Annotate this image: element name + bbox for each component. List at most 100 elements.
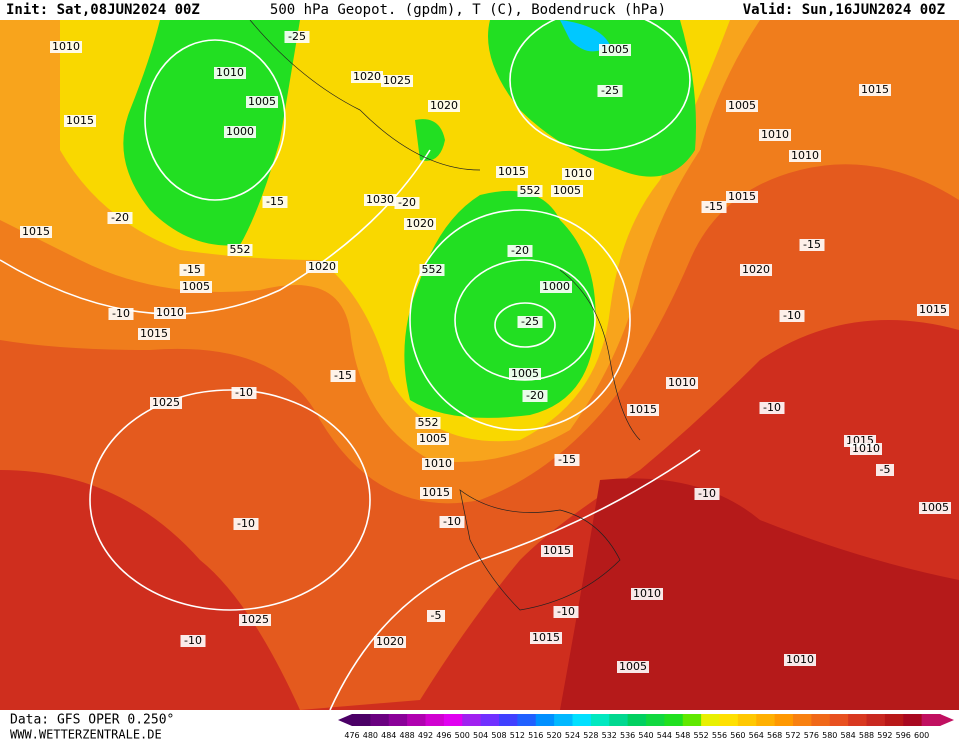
colorbar-swatch <box>774 714 794 726</box>
colorbar-swatch <box>903 714 923 726</box>
label-box <box>422 458 454 470</box>
label-box <box>284 31 310 43</box>
label-box <box>439 516 465 528</box>
label-box <box>530 632 562 644</box>
colorbar-swatch <box>407 714 426 726</box>
label-box <box>597 85 623 97</box>
contour-label: 1010 <box>633 587 661 600</box>
contour-label: 1015 <box>22 225 50 238</box>
contour-label: -10 <box>112 307 130 320</box>
colorbar-label: 536 <box>620 731 635 740</box>
contour-label: 1010 <box>668 376 696 389</box>
label-box <box>154 307 186 319</box>
contour-label: 1005 <box>182 280 210 293</box>
colorbar-swatch <box>866 714 886 726</box>
colorbar-swatch <box>756 714 776 726</box>
label-box <box>726 100 758 112</box>
label-box <box>227 244 253 256</box>
contour-label: -20 <box>398 196 416 209</box>
label-box <box>517 185 543 197</box>
label-box <box>180 635 206 647</box>
contour-label: 1015 <box>629 403 657 416</box>
label-box <box>522 390 548 402</box>
colorbar-label: 576 <box>804 731 819 740</box>
colorbar-label: 500 <box>455 731 470 740</box>
data-source: Data: GFS OPER 0.250° <box>10 713 174 728</box>
colorbar-label: 572 <box>785 731 800 740</box>
contour-label: 1005 <box>553 184 581 197</box>
colorbar-label: 592 <box>877 731 892 740</box>
contour-label: 1010 <box>564 167 592 180</box>
colorbar-swatch <box>462 714 482 726</box>
contour-label: 1020 <box>376 635 404 648</box>
contour-label: 1005 <box>728 99 756 112</box>
label-box <box>919 502 951 514</box>
colorbar-label: 516 <box>528 731 543 740</box>
label-box <box>876 464 894 476</box>
label-box <box>617 661 649 673</box>
contour-label: 1015 <box>919 303 947 316</box>
colorbar-label: 596 <box>896 731 911 740</box>
contour-label: -10 <box>763 401 781 414</box>
contour-label: 1010 <box>791 149 819 162</box>
label-box <box>784 654 816 666</box>
contour-label: 1010 <box>216 66 244 79</box>
colorbar-label: 560 <box>730 731 745 740</box>
label-box <box>64 115 96 127</box>
colorbar-label: 544 <box>657 731 672 740</box>
label-box <box>541 545 573 557</box>
colorbar-label: 524 <box>565 731 580 740</box>
colorbar-swatch <box>352 714 371 726</box>
colorbar-swatch <box>737 714 757 726</box>
contour-label: 1010 <box>786 653 814 666</box>
label-box <box>150 397 182 409</box>
colorbar-label: 584 <box>840 731 855 740</box>
contour-label: 1020 <box>430 99 458 112</box>
contour-label: 1020 <box>308 260 336 273</box>
colorbar-swatch <box>480 714 500 726</box>
contour-label: -15 <box>183 263 201 276</box>
label-box <box>330 370 356 382</box>
contour-label: 1015 <box>498 165 526 178</box>
label-box <box>404 218 436 230</box>
colorbar-swatch <box>627 714 647 726</box>
contour-label: -25 <box>601 84 619 97</box>
colorbar-swatch <box>535 714 555 726</box>
colorbar-label: 600 <box>914 731 929 740</box>
colorbar-swatch <box>499 714 518 726</box>
colorbar-label: 532 <box>602 731 617 740</box>
contour-label: 1015 <box>861 83 889 96</box>
contour-label: 1005 <box>248 95 276 108</box>
colorbar-swatch <box>425 714 445 726</box>
contour-label: -15 <box>558 453 576 466</box>
contour-label: -20 <box>526 389 544 402</box>
label-box <box>239 614 271 626</box>
label-box <box>233 518 259 530</box>
label-box <box>420 487 452 499</box>
contour-label: 552 <box>422 263 443 276</box>
contour-label: 1010 <box>424 457 452 470</box>
contour-label: 1025 <box>241 613 269 626</box>
label-box <box>428 100 460 112</box>
colorbar-label: 540 <box>638 731 653 740</box>
label-box <box>517 316 543 328</box>
contour-label: -15 <box>803 238 821 251</box>
label-box <box>917 304 949 316</box>
label-box <box>262 196 288 208</box>
contour-label: -10 <box>557 605 575 618</box>
label-box <box>551 185 583 197</box>
contour-label: 1010 <box>761 128 789 141</box>
colorbar-swatch <box>370 714 390 726</box>
colorbar-swatch <box>554 714 573 726</box>
contour-label: -20 <box>111 211 129 224</box>
contour-label: 1010 <box>852 442 880 455</box>
contour-label: -10 <box>783 309 801 322</box>
label-box <box>799 239 825 251</box>
label-box <box>554 454 580 466</box>
colorbar-swatch <box>848 714 867 726</box>
contour-label: 1000 <box>542 280 570 293</box>
contour-label: -10 <box>698 487 716 500</box>
label-box <box>50 41 82 53</box>
